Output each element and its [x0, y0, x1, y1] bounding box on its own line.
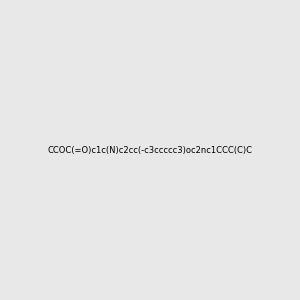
Text: CCOC(=O)c1c(N)c2cc(-c3ccccc3)oc2nc1CCC(C)C: CCOC(=O)c1c(N)c2cc(-c3ccccc3)oc2nc1CCC(C…	[47, 146, 253, 154]
